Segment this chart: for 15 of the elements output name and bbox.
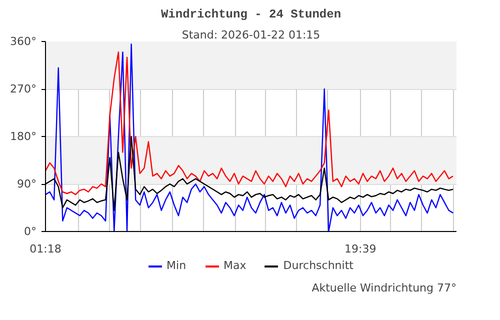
- line-series: [46, 51, 454, 196]
- line-series: [46, 44, 454, 232]
- y-tick-label: 90°: [17, 178, 37, 190]
- text: Aktuelle Windrichtung 77°: [312, 282, 457, 294]
- x-tick-label: 19:39: [344, 242, 376, 256]
- legend-label: Max: [224, 259, 246, 272]
- chart-title: Windrichtung - 24 Stunden: [160, 8, 342, 22]
- y-tick-label: 360°: [10, 35, 37, 48]
- y-tick-label: 180°: [10, 130, 37, 143]
- y-tick-label: 0°: [24, 225, 36, 238]
- x-tick-label: 01:18: [30, 242, 62, 256]
- legend-label: Durchschnitt: [283, 259, 354, 272]
- legend-label: Min: [166, 259, 187, 272]
- chart-subtitle: Stand: 2026-01-22 01:15: [182, 28, 320, 42]
- y-tick-label: 270°: [10, 82, 37, 96]
